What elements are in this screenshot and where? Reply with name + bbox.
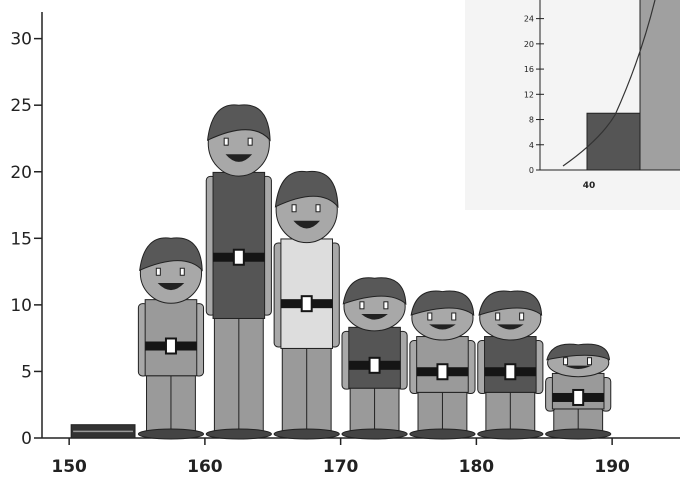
y-tick-label: 20 — [10, 163, 32, 183]
belt-buckle — [232, 248, 245, 266]
inset-x-tick-label: 40 — [583, 181, 596, 191]
shoes — [409, 428, 476, 440]
inset-y-tick-label: 8 — [529, 116, 534, 125]
inset-bar-2 — [639, 0, 680, 171]
shoes — [545, 428, 612, 440]
eye-right — [383, 301, 389, 310]
mouth — [157, 283, 185, 291]
belt-buckle — [436, 363, 449, 381]
shoes — [273, 428, 340, 440]
eye-left — [155, 267, 161, 276]
eye-left — [291, 204, 297, 213]
eye-right — [519, 312, 525, 321]
shoes — [205, 428, 272, 440]
eye-left — [495, 312, 501, 321]
x-tick-label: 190 — [594, 457, 630, 477]
bar — [273, 170, 340, 440]
hair — [410, 290, 475, 317]
y-tick-label: 0 — [21, 429, 32, 449]
belt-buckle — [164, 337, 177, 355]
eye-left — [427, 312, 433, 321]
bar — [545, 343, 612, 440]
inset-y-tick-label: 24 — [524, 15, 534, 24]
hair — [139, 237, 203, 272]
hair — [274, 170, 339, 209]
belt-buckle — [572, 388, 585, 406]
belt-buckle — [368, 356, 381, 374]
inset-y-tick-label: 12 — [524, 90, 534, 99]
inset-curve — [562, 0, 656, 167]
hair — [342, 277, 407, 305]
inset-y-tick-label: 4 — [529, 141, 534, 150]
mouth — [225, 154, 253, 162]
x-tick-label: 150 — [51, 457, 87, 477]
eye-left — [359, 301, 365, 310]
eye-left — [563, 357, 569, 366]
inset-y-tick-label: 16 — [524, 65, 534, 74]
eye-left — [223, 137, 229, 146]
inset-y-tick-label: 0 — [529, 166, 534, 175]
y-tick-label: 15 — [10, 229, 32, 249]
mouth — [429, 324, 456, 330]
bar — [205, 104, 272, 440]
inset-bar-1 — [586, 112, 641, 171]
bar — [477, 290, 544, 440]
inset-chart: 0 4 8 12 16 20 24 40 — [465, 0, 680, 210]
y-tick-label: 5 — [21, 362, 32, 382]
x-tick-label: 180 — [459, 457, 495, 477]
x-tick-label: 170 — [323, 457, 359, 477]
torso — [280, 238, 333, 349]
eye-right — [587, 357, 593, 366]
y-tick-label: 30 — [10, 30, 32, 50]
mouth — [293, 220, 321, 229]
mouth — [497, 324, 524, 330]
hair — [546, 343, 611, 361]
shoes — [477, 428, 544, 440]
bar — [409, 290, 476, 440]
hair — [478, 290, 543, 317]
belt-buckle — [300, 295, 313, 313]
torso — [212, 171, 266, 319]
eye-right — [315, 204, 321, 213]
mouth — [564, 365, 592, 369]
mouth — [361, 314, 388, 320]
eye-right — [247, 137, 253, 146]
x-tick-label: 160 — [187, 457, 223, 477]
y-tick-label: 10 — [10, 296, 32, 316]
y-tick-label: 25 — [10, 96, 32, 116]
hair — [206, 104, 271, 142]
eye-right — [451, 312, 457, 321]
eye-right — [179, 267, 185, 276]
bar — [70, 424, 136, 439]
belt-buckle — [504, 363, 517, 381]
shoes — [137, 428, 205, 440]
bar — [341, 277, 408, 440]
inset-y-tick-label: 20 — [524, 40, 534, 49]
shoes — [341, 428, 408, 440]
bar — [137, 237, 205, 440]
